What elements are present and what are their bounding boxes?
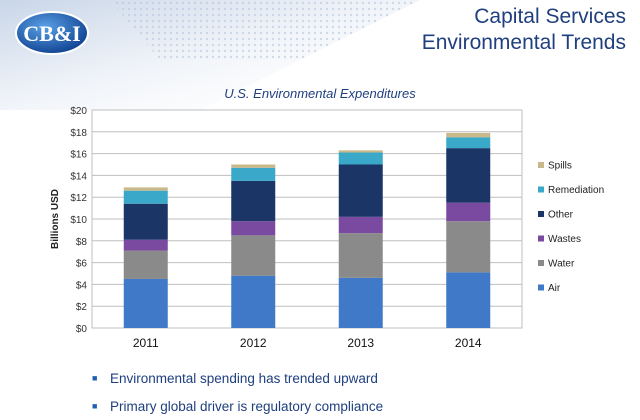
legend-swatch [538, 211, 544, 217]
bar-segment-other [123, 203, 168, 240]
bar-segment-water [231, 235, 276, 276]
bullet-text: Environmental spending has trended upwar… [110, 371, 378, 386]
legend-label: Other [548, 210, 574, 221]
cbi-logo: CB&I [15, 11, 89, 55]
bar-segment-other [446, 148, 491, 203]
x-tick-label: 2012 [240, 336, 267, 350]
legend-label: Air [548, 283, 561, 294]
x-tick-label: 2013 [347, 336, 374, 350]
bar-segment-remediation [231, 167, 276, 181]
x-tick-label: 2011 [133, 336, 159, 350]
bar-segment-air [446, 272, 491, 328]
y-tick-label: $0 [76, 324, 88, 335]
title-line-2: Environmental Trends [421, 31, 626, 54]
bullet-text: Primary global driver is regulatory comp… [110, 399, 384, 414]
y-tick-label: $4 [76, 280, 88, 291]
bar-segment-wastes [338, 216, 383, 234]
y-tick-label: $10 [70, 215, 87, 226]
logo-text: CB&I [23, 21, 80, 46]
y-tick-label: $2 [76, 302, 88, 313]
y-tick-label: $20 [70, 106, 87, 117]
bar-segment-spills [123, 187, 168, 191]
legend-swatch [538, 235, 544, 242]
y-tick-label: $18 [70, 128, 87, 139]
bar-segment-spills [231, 164, 276, 168]
bar-segment-wastes [446, 202, 491, 222]
bar-segment-water [446, 221, 491, 273]
chart-title: U.S. Environmental Expenditures [224, 86, 416, 101]
title-line-1: Capital Services [474, 5, 626, 28]
bar-segment-water [338, 233, 383, 278]
bar-segment-spills [446, 132, 491, 138]
y-axis-label: Billions USD [50, 189, 61, 249]
header-background [0, 0, 420, 110]
bar-segment-air [123, 278, 168, 328]
legend-label: Water [548, 259, 575, 270]
bar-segment-spills [338, 150, 383, 153]
bar-segment-air [338, 277, 383, 328]
stacked-bar-chart: $0 $2 $4 $6 $8 $10 $12 $14 $16 $18 $20 Billions USD… [50, 106, 604, 350]
bar-segment-remediation [123, 190, 168, 204]
legend-swatch [538, 186, 544, 193]
legend-swatch [538, 162, 544, 168]
bar-segment-water [123, 250, 168, 279]
y-tick-label: $14 [70, 171, 87, 182]
legend-label: Remediation [548, 185, 604, 196]
y-tick-label: $16 [70, 150, 87, 161]
bullet-square-icon: ■ [92, 401, 98, 411]
slide-title: Capital Services Environmental Trends [422, 4, 626, 56]
bar-segment-air [231, 275, 276, 328]
bar-segment-wastes [123, 239, 168, 251]
bar-segment-other [338, 164, 383, 217]
bar-segment-remediation [338, 152, 383, 165]
bar-segment-other [231, 180, 276, 222]
legend-swatch [538, 260, 544, 266]
bar-segment-remediation [446, 137, 491, 149]
x-tick-label: 2014 [455, 336, 482, 350]
y-tick-label: $8 [76, 237, 88, 248]
bullet-square-icon: ■ [92, 373, 98, 383]
legend-swatch [538, 284, 544, 291]
legend-label: Wastes [548, 234, 581, 245]
legend-label: Spills [548, 161, 572, 172]
bar-segment-wastes [231, 221, 276, 236]
y-tick-label: $12 [70, 193, 87, 204]
y-tick-label: $6 [76, 259, 88, 270]
